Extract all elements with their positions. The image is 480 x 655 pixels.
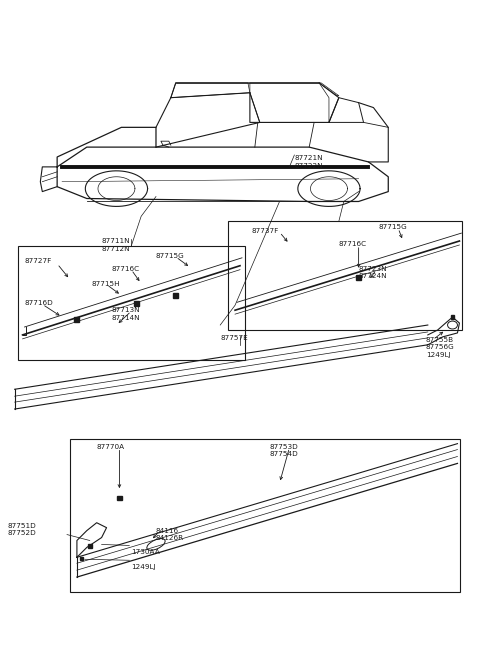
Text: 87755B
87756G
1249LJ: 87755B 87756G 1249LJ: [426, 337, 455, 358]
Bar: [356, 275, 361, 280]
Text: 87751D
87752D: 87751D 87752D: [8, 523, 36, 536]
Bar: [74, 316, 79, 322]
Text: 87711N
87712N: 87711N 87712N: [102, 238, 130, 252]
Text: 87716C: 87716C: [111, 266, 140, 272]
Text: 84116
84126R: 84116 84126R: [156, 528, 184, 541]
Bar: [117, 496, 122, 500]
Text: 87715G: 87715G: [156, 253, 185, 259]
Text: 87716D: 87716D: [24, 301, 53, 307]
Bar: [228, 221, 462, 330]
Text: 1730AA: 1730AA: [131, 550, 160, 555]
Text: 87770A: 87770A: [96, 443, 125, 449]
Bar: [451, 315, 455, 319]
Text: 87737F: 87737F: [252, 228, 279, 234]
Text: 87723N
87724N: 87723N 87724N: [359, 266, 387, 279]
Bar: [70, 439, 460, 592]
Bar: [18, 246, 245, 360]
Text: 87753D
87754D: 87753D 87754D: [270, 443, 299, 457]
Text: 87716C: 87716C: [339, 241, 367, 247]
Bar: [134, 301, 139, 306]
Text: 87713N
87714N: 87713N 87714N: [111, 307, 140, 321]
Text: 87757E: 87757E: [220, 335, 248, 341]
Bar: [88, 544, 92, 548]
Bar: [173, 293, 178, 298]
Text: 87721N
87722N: 87721N 87722N: [294, 155, 323, 168]
Bar: [80, 557, 84, 560]
Text: 87715G: 87715G: [378, 224, 407, 230]
Text: 87715H: 87715H: [92, 280, 120, 286]
Text: 1249LJ: 1249LJ: [131, 564, 156, 571]
Text: 87727F: 87727F: [24, 258, 52, 264]
